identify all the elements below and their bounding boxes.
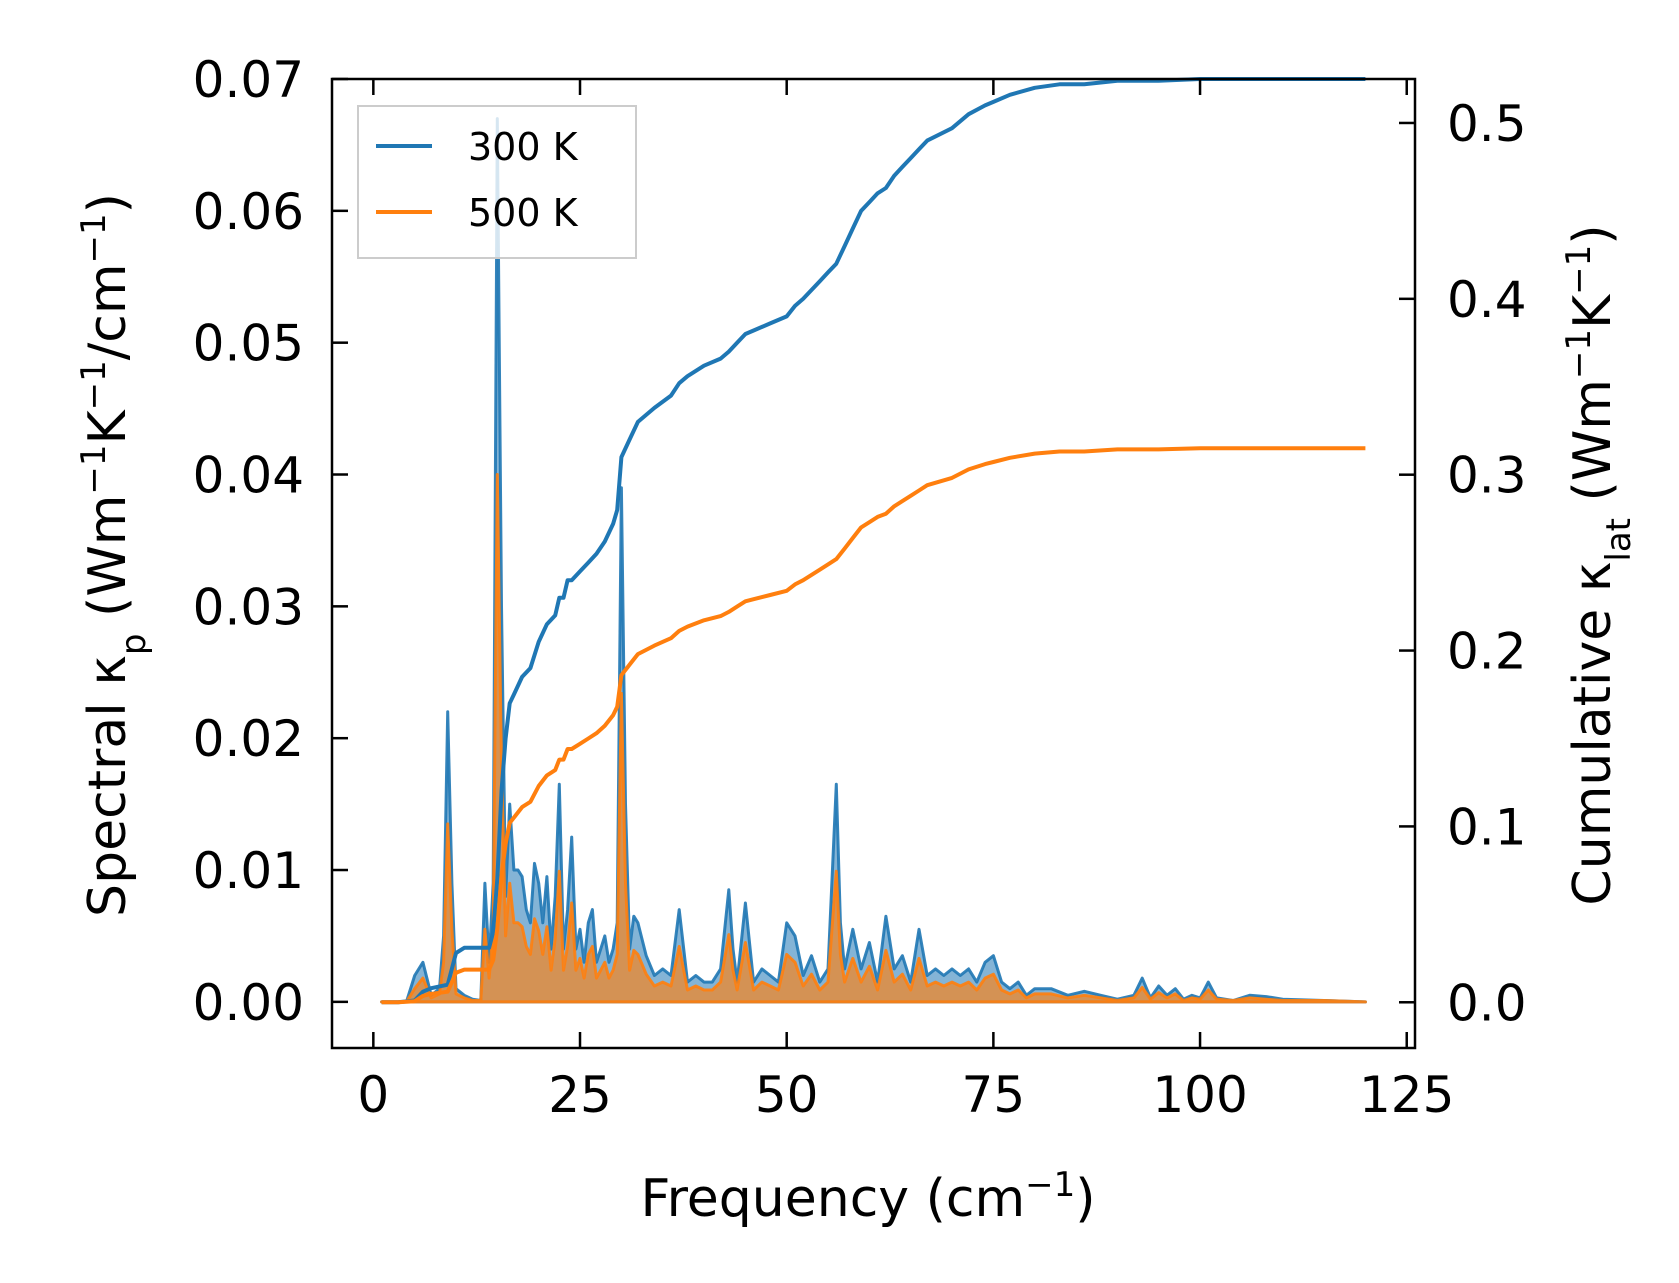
- x-tick-label: 50: [755, 1066, 819, 1124]
- legend: 300 K 500 K: [357, 105, 637, 259]
- legend-label-500k: 500 K: [468, 191, 579, 235]
- cumulative-line-500k: [381, 446, 1366, 1005]
- y-right-tick-label: 0.4: [1447, 271, 1527, 329]
- spectral-area-500k: [380, 473, 1367, 1004]
- y-right-tick-label: 0.0: [1447, 974, 1527, 1032]
- cumulative-line-300k: [381, 77, 1366, 1005]
- axes: 0 25 50 75 100 125 0.00 0.01 0.02 0.03 0.04 0.05 0.0…: [193, 51, 1527, 1124]
- y-right-tick-label: 0.2: [1447, 623, 1527, 681]
- x-tick-label: 25: [548, 1066, 612, 1124]
- y-left-tick-label: 0.06: [193, 183, 304, 241]
- y-left-tick-label: 0.04: [193, 447, 304, 505]
- y-right-tick-label: 0.3: [1447, 447, 1527, 505]
- x-tick-label: 125: [1359, 1066, 1454, 1124]
- plot-frame: [330, 77, 1417, 1050]
- y-left-tick-label: 0.03: [193, 578, 304, 636]
- y-right-tick-label: 0.1: [1447, 798, 1527, 856]
- x-tick-label: 100: [1152, 1066, 1247, 1124]
- legend-label-300k: 300 K: [468, 125, 579, 169]
- y-left-tick-label: 0.07: [193, 51, 304, 109]
- y-right-tick-label: 0.5: [1447, 95, 1527, 153]
- y-left-axis-label: Spectral κp (Wm−1K−1/cm−1): [74, 193, 154, 917]
- x-tick-label: 0: [357, 1066, 389, 1124]
- spectral-fills: [380, 117, 1367, 1004]
- y-left-tick-label: 0.00: [193, 974, 304, 1032]
- y-right-axis-label: Cumulative κlat (Wm−1K−1): [1559, 224, 1639, 905]
- x-axis-label: Frequency (cm−1): [640, 1165, 1095, 1229]
- y-left-tick-label: 0.01: [193, 842, 304, 900]
- y-left-tick-label: 0.02: [193, 710, 304, 768]
- x-tick-label: 75: [962, 1066, 1026, 1124]
- legend-box: [357, 105, 637, 259]
- series-lines: [381, 77, 1366, 1005]
- spectral-area-300k: [380, 117, 1367, 1004]
- y-left-tick-label: 0.05: [193, 315, 304, 373]
